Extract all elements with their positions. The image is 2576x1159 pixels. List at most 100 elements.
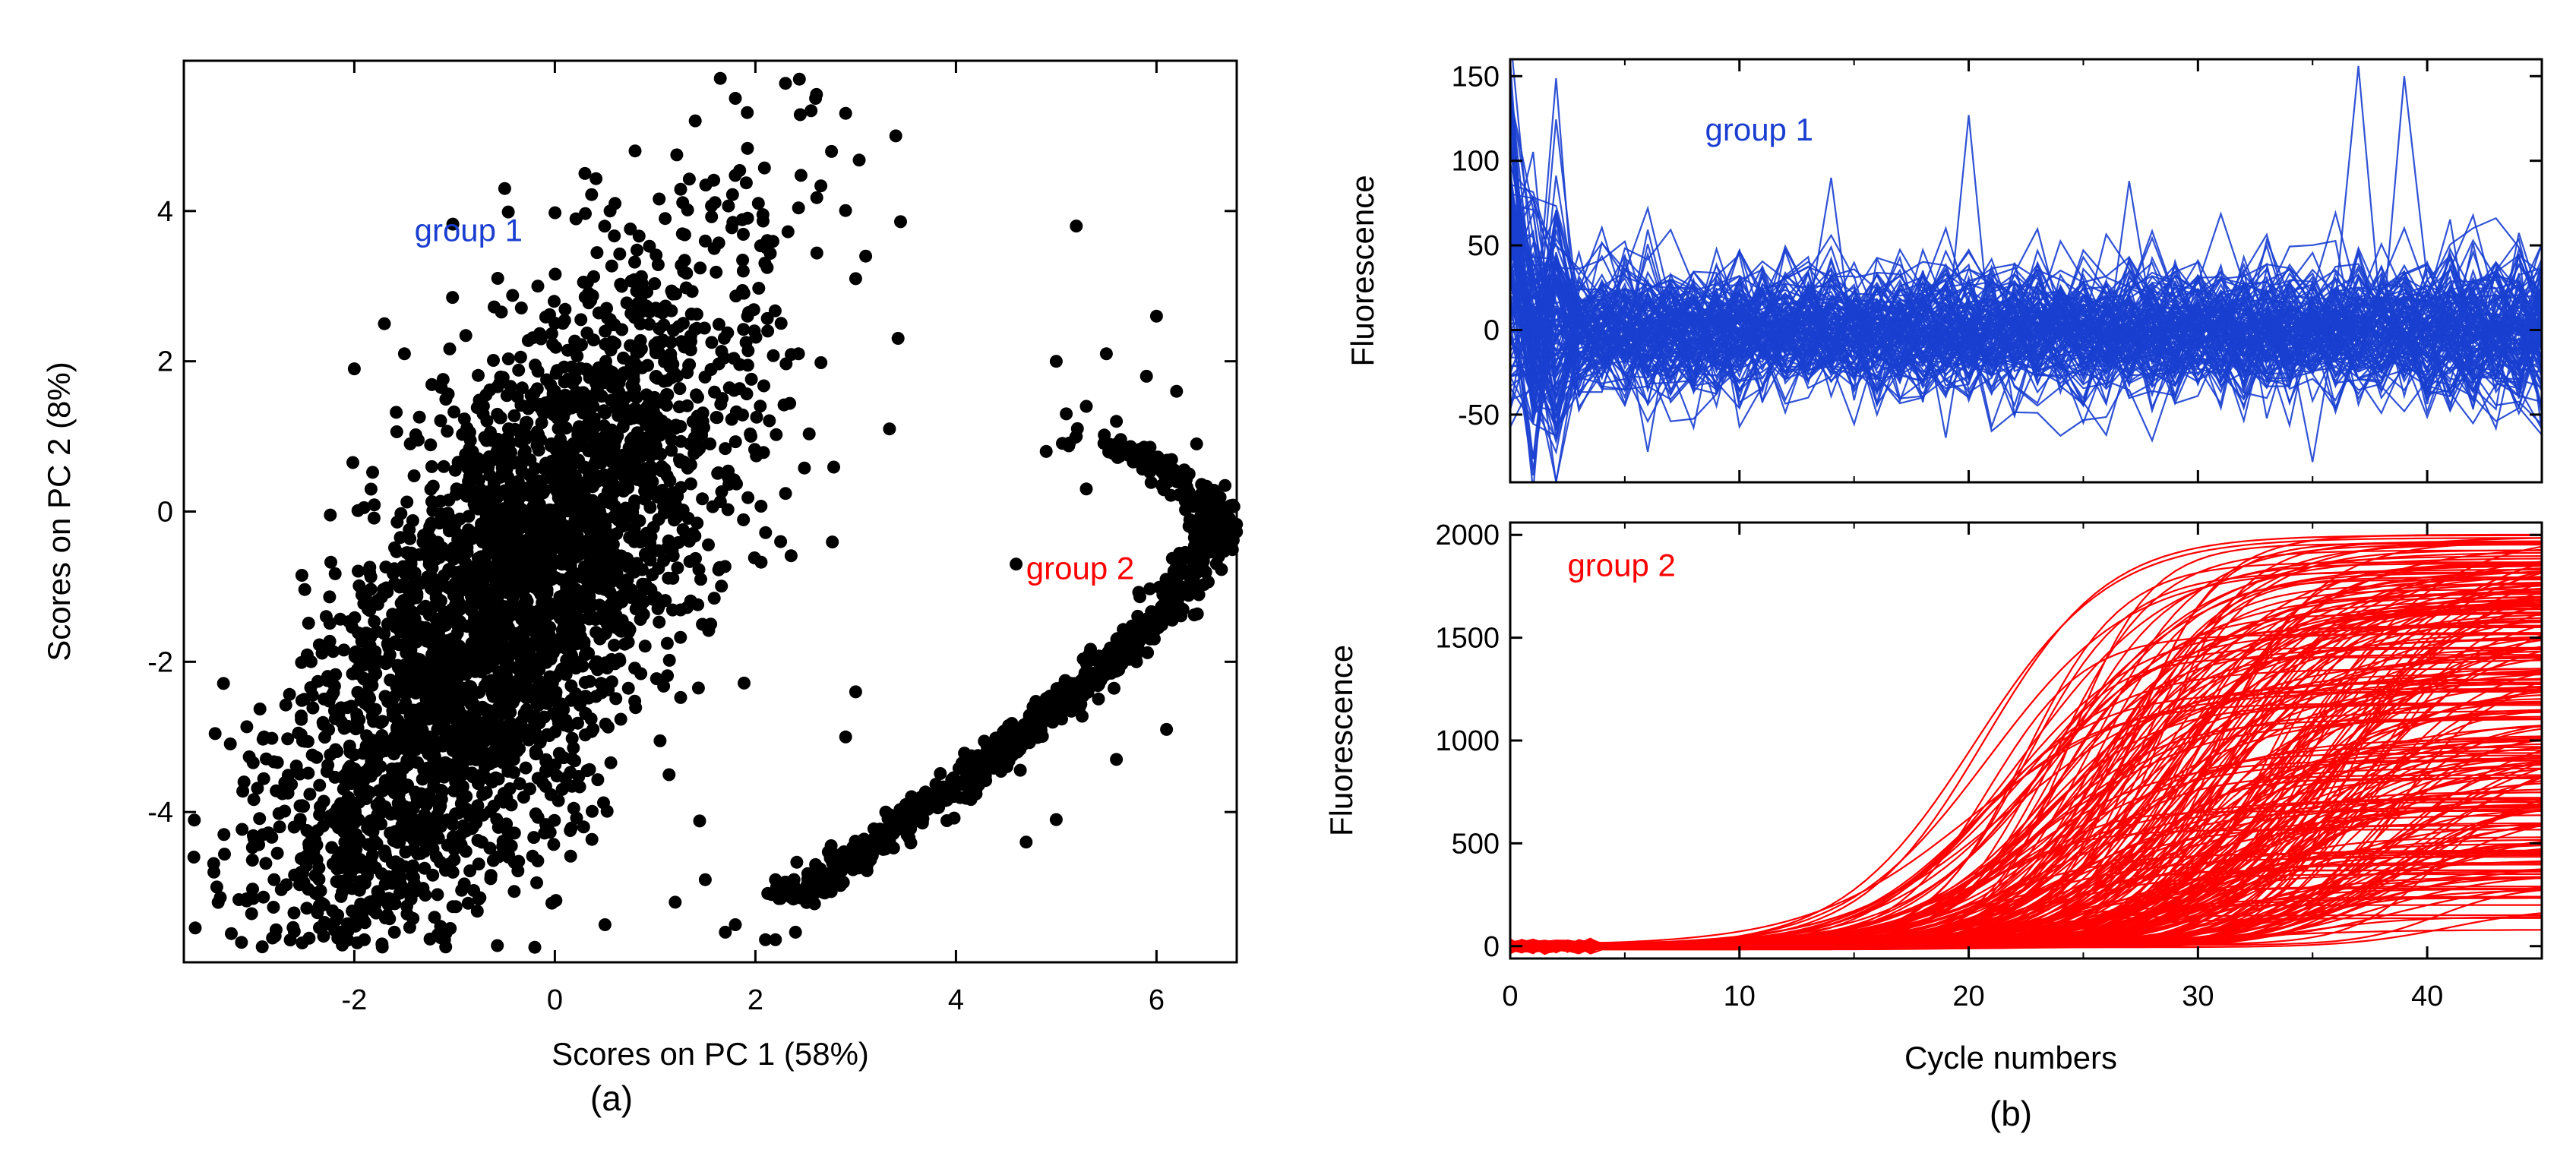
- group-1-point: [689, 551, 702, 565]
- group-2-point: [1079, 482, 1093, 496]
- group-1-point: [725, 188, 739, 201]
- group-1-point: [640, 401, 653, 415]
- group-1-point: [258, 730, 271, 744]
- group-1-point: [583, 371, 596, 384]
- cycle-x-axis-title: Cycle numbers: [1904, 1040, 2117, 1075]
- group-1-point: [558, 314, 571, 327]
- group-1-point: [589, 563, 602, 576]
- group-1-point: [766, 349, 780, 362]
- group-2-point: [1060, 407, 1073, 421]
- group-1-point: [571, 507, 585, 521]
- group-1-point: [558, 772, 572, 785]
- group-1-point: [690, 321, 703, 335]
- group-1-point: [482, 529, 495, 542]
- group-1-point: [566, 655, 580, 668]
- group-2-curves-label: group 2: [1567, 547, 1675, 583]
- group-1-point: [487, 642, 501, 655]
- group-1-point: [246, 892, 260, 905]
- group-1-point: [461, 896, 475, 910]
- group-1-point: [684, 308, 698, 321]
- group-1-point: [267, 755, 280, 769]
- group-1-point: [564, 821, 578, 835]
- group-2-point: [1199, 527, 1212, 541]
- group-1-point: [365, 848, 379, 862]
- group-1-point: [217, 677, 230, 690]
- group-1-point: [532, 444, 545, 457]
- group-1-point: [608, 639, 621, 652]
- group-1-point: [368, 835, 381, 848]
- group-1-point: [456, 780, 469, 794]
- group-1-point: [270, 846, 284, 860]
- group-1-point: [565, 731, 579, 745]
- group-1-point: [471, 799, 485, 813]
- group-1-point: [387, 567, 400, 580]
- group-1-point: [625, 434, 639, 447]
- group-2-point: [1133, 617, 1146, 630]
- x-tick-label: 40: [2411, 981, 2443, 1012]
- group-2-y-axis-title: Fluorescence: [1323, 645, 1359, 836]
- group-1-point: [589, 452, 603, 466]
- group-1-point: [281, 732, 295, 746]
- group-1-point: [493, 602, 507, 616]
- group-1-point: [615, 577, 629, 591]
- group-1-point: [425, 377, 438, 391]
- panel-label-b: (b): [1990, 1094, 2032, 1133]
- group-1-point: [405, 551, 419, 565]
- group-1-point: [334, 925, 348, 939]
- group-1-point: [412, 410, 426, 424]
- group-1-point: [441, 813, 454, 826]
- group-1-point: [712, 357, 725, 371]
- group-1-point: [754, 555, 768, 569]
- group-2-point: [1174, 609, 1188, 623]
- group-1-point: [634, 305, 648, 319]
- group-1-point: [506, 289, 520, 302]
- group-1-point: [373, 655, 387, 668]
- group-1-point: [597, 512, 611, 526]
- group-1-point: [722, 199, 735, 213]
- group-1-point: [385, 741, 399, 755]
- group-1-point: [608, 482, 622, 495]
- group-2-point: [902, 797, 916, 811]
- group-2-curves: [1510, 533, 2542, 955]
- group-1-point: [692, 563, 706, 576]
- group-1-point: [665, 603, 679, 617]
- group-1-point: [267, 901, 280, 914]
- group-1-point: [583, 612, 596, 626]
- group-1-curve: [1510, 228, 2542, 411]
- y-tick-label: 1500: [1435, 623, 1500, 655]
- group-1-point: [754, 500, 768, 513]
- group-1-point: [389, 621, 403, 634]
- group-1-point: [736, 408, 749, 422]
- group-1-point: [640, 476, 653, 490]
- group-1-point: [454, 694, 467, 708]
- group-1-point: [483, 804, 497, 818]
- group-1-point: [669, 418, 683, 432]
- group-1-point: [446, 830, 460, 844]
- group-1-point: [259, 857, 273, 870]
- group-1-point: [589, 172, 603, 185]
- group-1-point: [439, 655, 453, 669]
- group-2-point: [789, 925, 802, 939]
- group-1-point: [634, 588, 647, 602]
- group-1-point: [363, 561, 377, 574]
- group-1-point: [208, 727, 222, 741]
- group-1-label: group 1: [415, 212, 523, 248]
- group-2-point: [1095, 661, 1109, 674]
- group-1-point: [659, 212, 672, 226]
- group-1-point: [401, 599, 415, 613]
- group-2-point: [1212, 550, 1225, 564]
- group-2-point: [988, 744, 1001, 758]
- group-1-point: [526, 500, 540, 513]
- group-1-point: [324, 508, 337, 522]
- group-1-point: [431, 535, 444, 549]
- group-1-point: [545, 456, 559, 470]
- group-1-point: [792, 72, 806, 86]
- group-1-point: [434, 414, 447, 428]
- group-1-point: [500, 695, 514, 709]
- group-1-point: [729, 289, 743, 303]
- group-1-point: [826, 535, 839, 549]
- group-1-point: [347, 362, 361, 376]
- group-1-point: [698, 371, 712, 384]
- group-1-point: [529, 807, 542, 821]
